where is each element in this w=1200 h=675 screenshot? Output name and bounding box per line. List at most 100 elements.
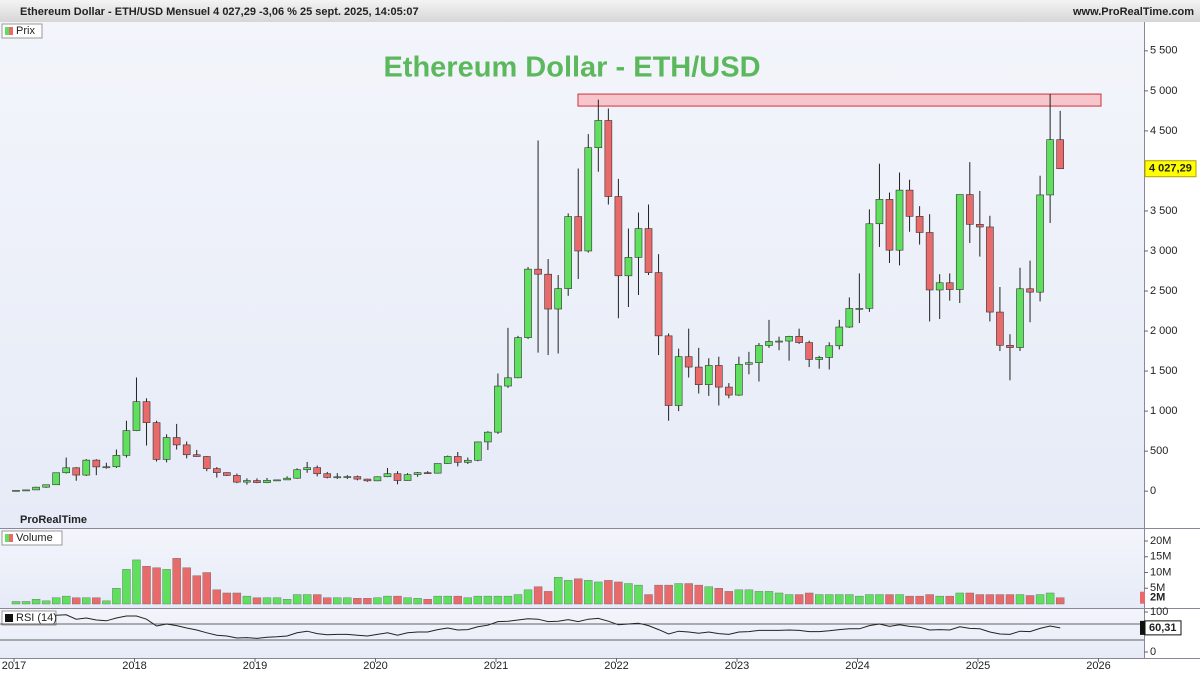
volume-bar (835, 594, 844, 605)
icon (5, 614, 13, 622)
x-tick-label: 2026 (1086, 660, 1110, 672)
candle-body (664, 335, 673, 406)
candle-body (1006, 344, 1014, 348)
candle-body (835, 326, 844, 347)
candle-body (243, 480, 251, 483)
volume-bar (433, 595, 442, 605)
y-tick-label: 15M (1150, 551, 1171, 563)
y-tick-label: 3 500 (1150, 205, 1178, 217)
candle-body (192, 454, 201, 457)
candle-body (343, 476, 352, 478)
candle-body (895, 189, 904, 251)
x-tick-label: 2020 (363, 660, 387, 672)
y-tick-label: 1 500 (1150, 365, 1178, 377)
volume-bar (895, 594, 904, 605)
volume-bar (333, 597, 342, 605)
candle-body (1056, 139, 1064, 170)
candle-body (654, 272, 663, 337)
header-site: www.ProRealTime.com (1072, 6, 1194, 18)
candle-body (805, 342, 813, 360)
volume-bar (614, 581, 623, 605)
last-rsi-label: 60,31 (1149, 622, 1177, 634)
icon (5, 27, 9, 35)
volume-bar (624, 583, 633, 605)
volume-bar (463, 597, 472, 605)
candle-body (564, 216, 573, 289)
volume-bar (553, 577, 563, 605)
last-volume-label: 2M (1150, 592, 1165, 604)
volume-bar (343, 597, 352, 605)
candle-body (172, 437, 181, 446)
panel-tag (1, 610, 57, 626)
volume-bar (845, 594, 854, 605)
candle-body (1026, 288, 1034, 293)
candle-body (945, 282, 954, 290)
candle-body (965, 194, 974, 225)
volume-bar (11, 601, 21, 605)
y-tick-label: 4 500 (1150, 125, 1178, 137)
candle-body (534, 268, 542, 275)
volume-bar (513, 594, 523, 605)
volume-bar (1055, 597, 1065, 605)
volume-bar (714, 588, 723, 605)
rsi-line (56, 614, 1061, 639)
icon (9, 27, 13, 35)
candle-body (865, 223, 874, 309)
candle-body (323, 473, 332, 478)
candle-body (624, 257, 633, 277)
y-tick-label: 10M (1150, 566, 1171, 578)
candle-body (484, 431, 492, 443)
candle-body (273, 479, 281, 482)
candle-body (885, 199, 894, 251)
volume-bar (51, 597, 61, 605)
candle-body (102, 466, 111, 469)
volume-bar (975, 594, 985, 605)
y-tick-label: 5 500 (1150, 45, 1178, 57)
y-tick-label: 3 000 (1150, 245, 1178, 257)
volume-bar (383, 595, 392, 605)
volume-bar (212, 589, 222, 605)
volume-bar (875, 594, 884, 605)
volume-bar (654, 584, 663, 605)
volume-bar (172, 558, 181, 605)
candle-body (122, 430, 131, 456)
candle-body (725, 386, 733, 396)
volume-bar (272, 597, 282, 605)
volume-bar (523, 589, 533, 605)
volume-bar (373, 597, 382, 605)
volume-bar (1025, 595, 1035, 605)
volume-bar (162, 569, 171, 605)
candle-body (795, 336, 803, 343)
candle-body (383, 473, 392, 478)
x-tick-label: 2022 (604, 660, 628, 672)
candle-body (594, 120, 603, 148)
candle-body (674, 356, 683, 406)
volume-bar (202, 572, 211, 605)
volume-bar (1005, 594, 1015, 605)
volume-bar (794, 594, 804, 605)
candle-body (92, 459, 101, 468)
candle-body (363, 478, 372, 482)
candle-body (353, 476, 362, 480)
volume-bar (674, 583, 683, 605)
candle-body (634, 228, 643, 258)
candle-body (474, 441, 482, 461)
volume-bar (182, 567, 191, 605)
candle-body (22, 489, 30, 492)
y-tick-label: 5M (1150, 582, 1165, 594)
volume-bar (1045, 592, 1055, 605)
candle-body (433, 463, 442, 474)
candle-body (162, 437, 171, 460)
volume-bar (142, 566, 151, 605)
icon (9, 534, 13, 542)
volume-bar (252, 597, 262, 605)
candle-body (393, 473, 402, 481)
candle-body (554, 288, 562, 310)
volume-bar (584, 580, 593, 605)
candle-body (996, 311, 1004, 346)
volume-bar (784, 594, 794, 605)
panel-tag (1, 530, 63, 546)
x-tick-label: 2019 (243, 660, 267, 672)
volume-bar (92, 597, 101, 605)
volume-bar (393, 595, 402, 605)
